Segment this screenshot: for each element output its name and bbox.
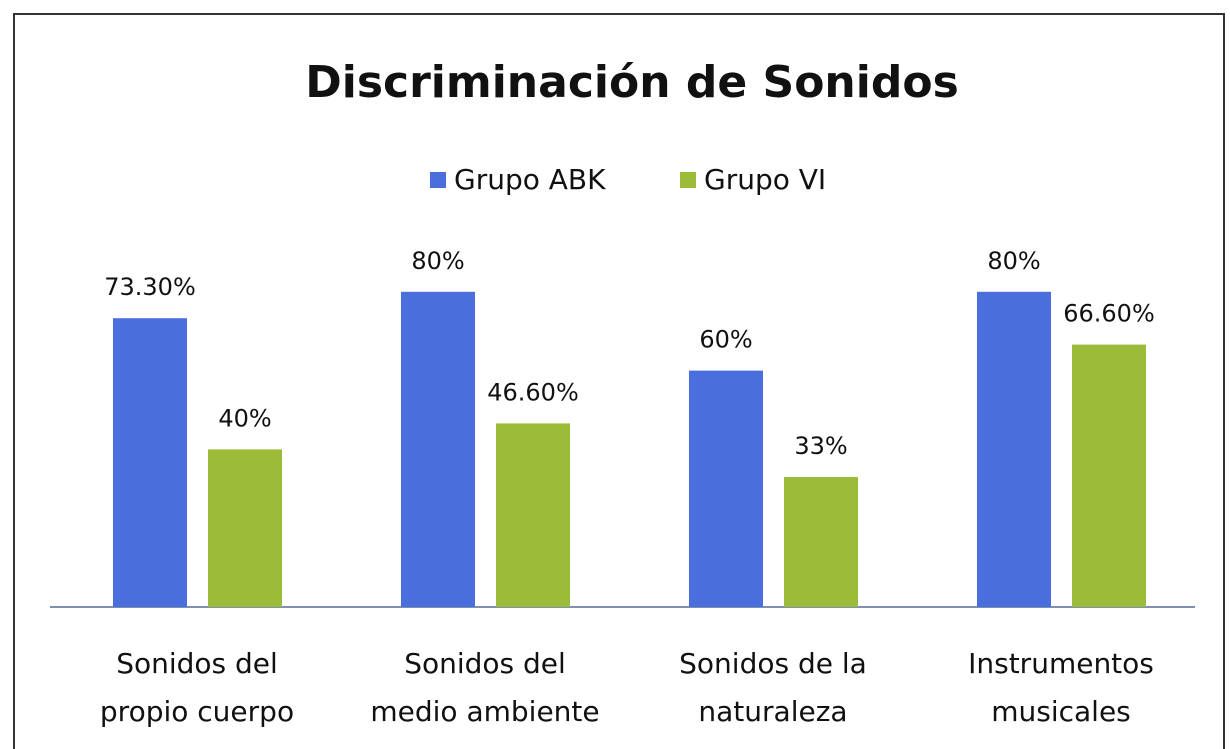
value-label: 80%: [987, 247, 1040, 275]
legend-swatch: [430, 172, 446, 188]
bar: [496, 423, 570, 607]
chart-title: Discriminación de Sonidos: [305, 57, 959, 108]
x-tick-label: Instrumentos: [968, 647, 1154, 680]
bar: [113, 318, 187, 607]
bar: [689, 370, 763, 607]
value-label: 40%: [218, 404, 271, 432]
frame: [13, 13, 1225, 749]
x-tick-label: Sonidos del: [116, 647, 278, 680]
bar: [784, 476, 858, 607]
bar: [208, 449, 282, 607]
value-label: 80%: [411, 247, 464, 275]
x-tick-label: Sonidos del: [404, 647, 566, 680]
value-label: 73.30%: [104, 273, 196, 301]
legend-label: Grupo VI: [704, 163, 826, 196]
legend-swatch: [680, 172, 696, 188]
value-label: 66.60%: [1063, 300, 1155, 328]
value-label: 60%: [699, 326, 752, 354]
x-tick-label: naturaleza: [698, 695, 847, 728]
x-tick-label: musicales: [991, 695, 1131, 728]
value-label: 46.60%: [487, 378, 579, 406]
x-tick-label: medio ambiente: [370, 695, 599, 728]
x-tick-label: propio cuerpo: [100, 695, 294, 728]
x-tick-label: Sonidos de la: [679, 647, 867, 680]
bar: [1072, 344, 1146, 607]
legend-label: Grupo ABK: [454, 163, 606, 196]
value-label: 33%: [794, 432, 847, 460]
bar: [977, 291, 1051, 607]
bar: [401, 291, 475, 607]
